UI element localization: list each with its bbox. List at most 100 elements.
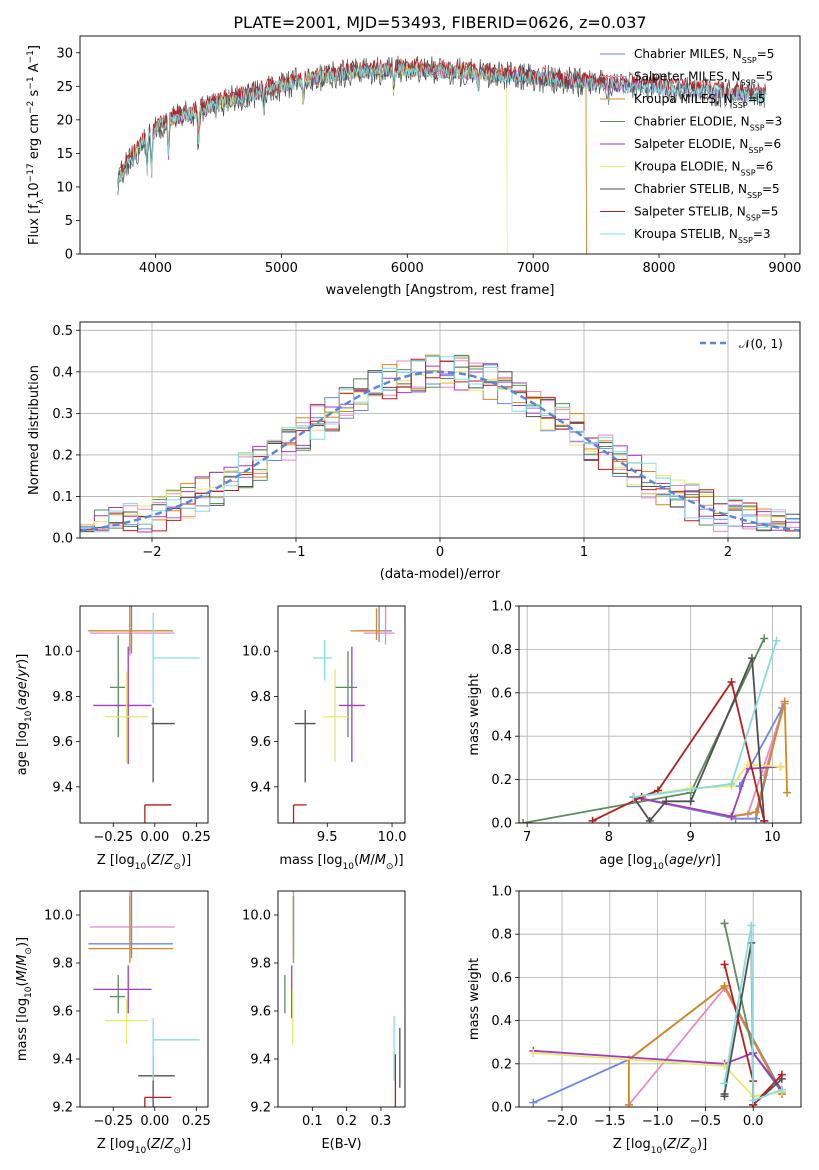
mass-weight-marker xyxy=(780,697,789,706)
x-tick-label: 8 xyxy=(605,830,613,845)
y-tick-label: 0.6 xyxy=(491,686,512,701)
mass-weight-marker xyxy=(727,677,736,686)
y-tick-label: 9.4 xyxy=(250,1053,271,1068)
mass-weight-line xyxy=(533,1049,783,1091)
mass-weight-marker xyxy=(720,960,729,969)
x-tick-label: 8000 xyxy=(642,261,675,276)
x-tick-label: 0.25 xyxy=(182,830,211,845)
y-tick-label: 0.4 xyxy=(491,730,512,745)
mass-weight-marker xyxy=(749,1096,758,1105)
x-tick-label: −1.5 xyxy=(594,1114,626,1129)
mass-weight-vs-metallicity-panel: −2.0 −1.5 −1.0 −0.5 0.0 0.0 0.2 0.4 0.6 0.8 1.0 Z [… xyxy=(467,885,802,1156)
mass-vs-metallicity-panel: −0.25 0.00 0.25 9.2 9.4 9.6 9.8 10.0 Z [log10(Z/… xyxy=(15,890,211,1156)
legend-entry: Chabrier STELIB, NSSP=5 xyxy=(634,182,780,200)
legend-entry: Chabrier MILES, NSSP=5 xyxy=(634,47,774,65)
x-tick-label: 4000 xyxy=(139,261,172,276)
mass-weight-line xyxy=(632,657,766,823)
y-tick-label: 0.8 xyxy=(491,928,512,943)
spectrum-legend: Chabrier MILES, NSSP=5 Salpeter MILES, NS… xyxy=(600,47,782,245)
axes-frame xyxy=(79,605,209,824)
mass-weight-marker xyxy=(529,1049,538,1057)
y-tick-label: 0 xyxy=(65,248,73,263)
x-tick-label: 7000 xyxy=(517,261,550,276)
y-tick-label: 0.4 xyxy=(52,365,73,380)
x-tick-label: −1 xyxy=(286,545,305,560)
x-tick-label: −0.25 xyxy=(93,1114,133,1129)
x-tick-label: 1 xyxy=(580,545,588,560)
legend-label-normal: 𝒩(0, 1) xyxy=(739,337,783,351)
mass-weight-marker xyxy=(783,788,792,797)
mass-weight-marker xyxy=(720,919,729,928)
y-axis-label: Flux [fλ10−17 erg cm−2 s−1 A−1] xyxy=(26,45,46,245)
mass-weight-marker xyxy=(686,797,695,806)
figure-title: PLATE=2001, MJD=53493, FIBERID=0626, z=0… xyxy=(233,13,646,32)
x-tick-label: 10.0 xyxy=(378,830,407,845)
residual-legend: 𝒩(0, 1) xyxy=(700,337,783,351)
plot-area xyxy=(117,55,767,254)
y-tick-label: 20 xyxy=(56,113,73,128)
mass-vs-extinction-panel: 0.1 0.2 0.3 9.2 9.4 9.6 9.8 10.0 E(B-V) xyxy=(242,890,406,1152)
histogram-kroupa-stelib xyxy=(80,356,800,533)
x-tick-label: 7 xyxy=(523,830,531,845)
x-tick-label: −2.0 xyxy=(546,1114,578,1129)
x-tick-label: 0 xyxy=(436,545,444,560)
x-axis-label: (data-model)/error xyxy=(380,567,501,582)
x-tick-label: 5000 xyxy=(265,261,298,276)
y-tick-label: 10.0 xyxy=(242,645,271,660)
normal-curve xyxy=(80,370,800,532)
y-axis-label: mass weight xyxy=(467,673,482,755)
mass-weight-marker xyxy=(720,982,729,991)
spectrum-line-kroupa-stelib xyxy=(117,62,767,188)
axes-frame xyxy=(518,890,802,1108)
legend-entry: Salpeter ELODIE, NSSP=6 xyxy=(634,137,781,155)
y-axis-label: mass weight xyxy=(467,958,482,1040)
plot-area xyxy=(519,634,792,823)
spectrum-line-kroupa-elodie xyxy=(117,62,508,254)
x-tick-label: 0.0 xyxy=(743,1114,764,1129)
y-tick-label: 0.1 xyxy=(52,490,73,505)
x-tick-label: 0.00 xyxy=(140,1114,169,1129)
y-tick-label: 9.8 xyxy=(52,957,73,972)
spectrum-panel: 4000 5000 6000 7000 8000 9000 0 5 10 15 20 25 30 wave… xyxy=(26,35,801,298)
mass-weight-marker xyxy=(760,634,769,643)
y-tick-label: 25 xyxy=(56,80,73,95)
x-axis-label: E(B-V) xyxy=(321,1137,361,1152)
x-tick-label: 0.3 xyxy=(371,1114,392,1129)
x-tick-label: −0.25 xyxy=(93,830,133,845)
y-tick-label: 9.2 xyxy=(52,1101,73,1116)
spectrum-line-kroupa-miles xyxy=(117,62,587,254)
mass-weight-marker xyxy=(727,812,736,821)
y-tick-label: 10.0 xyxy=(242,909,271,924)
mass-weight-marker xyxy=(776,762,785,771)
y-tick-label: 1.0 xyxy=(491,885,512,900)
plot-area xyxy=(88,891,200,1107)
x-tick-label: 0.2 xyxy=(336,1114,357,1129)
plot-area xyxy=(88,606,200,823)
mass-weight-line xyxy=(592,679,766,822)
axes-frame xyxy=(79,890,209,1108)
mass-weight-vs-age-panel: 7 8 9 10 0.0 0.2 0.4 0.6 0.8 1.0 age [log10(age/yr… xyxy=(467,600,802,872)
y-tick-label: 9.8 xyxy=(250,957,271,972)
axes-frame xyxy=(79,321,801,539)
axes-frame xyxy=(518,605,802,824)
y-axis-label: age [log10(age/yr)] xyxy=(15,654,34,776)
y-tick-label: 9.4 xyxy=(52,780,73,795)
x-axis-label: mass [log10(M/M⊙)] xyxy=(279,853,403,872)
x-tick-label: −0.5 xyxy=(690,1114,722,1129)
mass-weight-marker xyxy=(529,1098,538,1107)
x-tick-label: −2 xyxy=(142,545,161,560)
x-tick-label: 0.00 xyxy=(140,830,169,845)
plot-area xyxy=(80,353,800,533)
mass-weight-marker xyxy=(519,819,528,823)
legend-entry: Kroupa ELODIE, NSSP=6 xyxy=(634,160,773,178)
legend-entry: Kroupa MILES, NSSP=5 xyxy=(634,92,765,110)
mass-weight-marker xyxy=(720,1090,729,1099)
y-tick-label: 10.0 xyxy=(44,909,73,924)
age-vs-mass-panel: 9.5 10.0 9.4 9.6 9.8 10.0 mass [log10(M/M⊙)] xyxy=(242,605,407,872)
y-tick-label: 9.8 xyxy=(250,690,271,705)
mass-weight-line xyxy=(633,765,781,818)
x-tick-label: 0.25 xyxy=(182,1114,211,1129)
y-tick-label: 9.8 xyxy=(52,690,73,705)
y-tick-label: 0.4 xyxy=(491,1014,512,1029)
x-tick-label: 0.1 xyxy=(302,1114,323,1129)
